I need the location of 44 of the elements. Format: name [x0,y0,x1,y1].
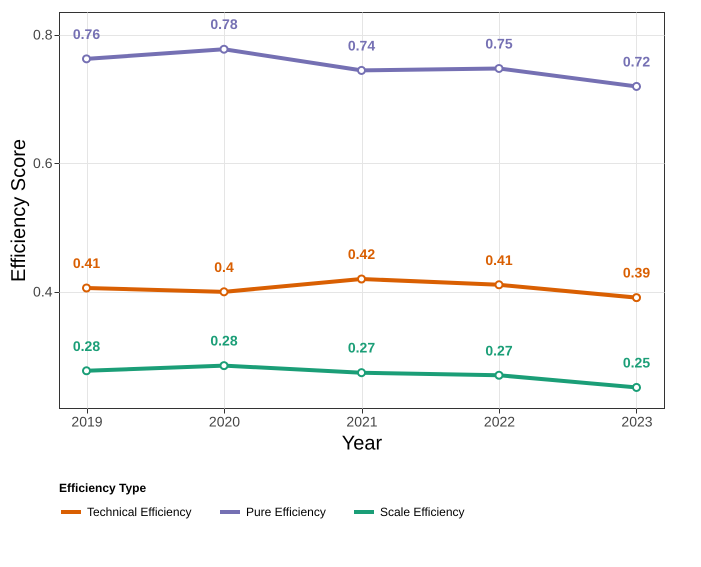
point [632,382,642,392]
data-label: 0.27 [348,340,376,356]
point [82,54,92,64]
point [494,280,504,290]
y-tick-label: 0.4 [33,283,53,300]
x-axis-title: Year [342,432,383,454]
legend-label: Scale Efficiency [380,505,464,519]
y-tick-label: 0.6 [33,154,53,171]
data-label: 0.28 [210,332,238,349]
data-label: 0.74 [348,37,376,54]
x-tick-label: 2023 [621,414,653,430]
point [494,370,504,380]
point [219,361,229,370]
data-label: 0.39 [622,264,650,281]
data-label: 0.78 [210,16,238,32]
point [494,64,504,74]
x-tick-label: 2022 [484,414,516,430]
data-label: 0.41 [72,254,100,271]
point [356,66,366,75]
y-axis-title: Efficiency Score [8,138,30,282]
point [219,44,229,54]
data-label: 0.4 [214,258,234,275]
data-label: 0.72 [622,53,650,70]
data-label: 0.41 [485,252,513,268]
point [82,366,92,376]
data-label: 0.25 [622,354,650,370]
point [82,283,92,293]
y-tick-label: 0.8 [33,26,53,43]
x-tick-label: 2019 [71,414,103,430]
point [632,82,642,91]
point [632,293,642,302]
data-label: 0.42 [348,246,376,262]
point [356,274,366,284]
legend-label: Pure Efficiency [246,505,326,519]
data-label: 0.75 [485,35,513,52]
legend-title: Efficiency Type [59,481,146,495]
x-tick-label: 2021 [346,414,378,430]
point [219,287,229,296]
data-label: 0.76 [72,26,100,42]
data-label: 0.27 [485,342,513,358]
data-label: 0.28 [72,338,100,354]
point [356,368,366,378]
legend-label: Technical Efficiency [87,505,192,519]
x-tick-label: 2020 [208,414,240,430]
